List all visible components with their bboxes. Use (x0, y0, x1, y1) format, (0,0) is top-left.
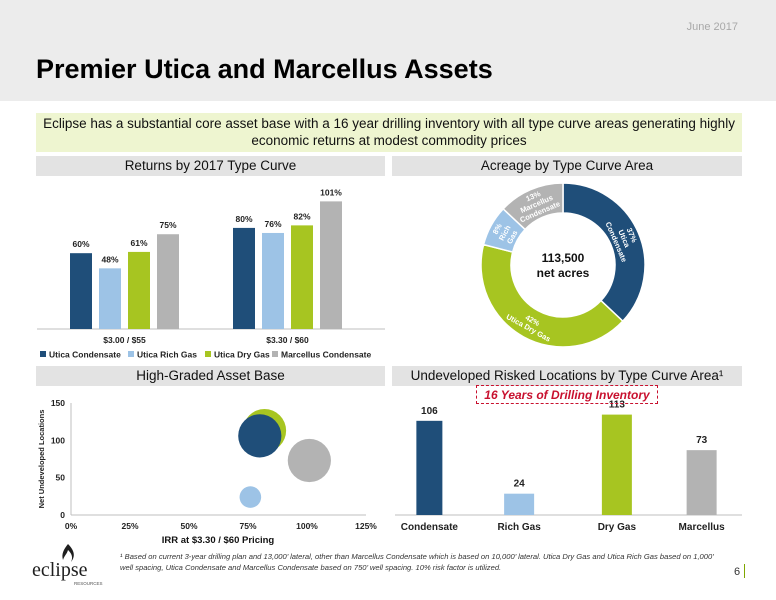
returns-bar (262, 232, 284, 329)
asset-x-tick-label: 50% (180, 521, 197, 531)
locations-data-label: 24 (514, 479, 526, 490)
asset-bubble (239, 486, 262, 508)
asset-y-axis-label: Net Undeveloped Locations (37, 410, 46, 509)
acreage-center-unit: net acres (537, 266, 590, 280)
asset-x-tick-label: 125% (355, 521, 377, 531)
acreage-center-value: 113,500 (542, 251, 585, 265)
returns-panel-title: Returns by 2017 Type Curve (36, 156, 385, 176)
returns-data-label: 76% (264, 219, 281, 229)
page-title: Premier Utica and Marcellus Assets (36, 54, 493, 84)
locations-data-label: 73 (696, 435, 708, 446)
returns-bar (99, 268, 121, 329)
returns-data-label: 80% (235, 214, 252, 224)
asset-base-panel-title: High-Graded Asset Base (36, 366, 385, 386)
returns-category-label: $3.00 / $55 (103, 335, 146, 345)
locations-panel-title: Undeveloped Risked Locations by Type Cur… (392, 366, 742, 386)
returns-bar (157, 234, 179, 329)
locations-category-label: Condensate (401, 522, 459, 533)
returns-legend-swatch (40, 351, 46, 357)
asset-x-tick-label: 100% (296, 521, 318, 531)
returns-data-label: 61% (130, 238, 147, 248)
summary-callout: Eclipse has a substantial core asset bas… (36, 113, 742, 152)
returns-bar (70, 253, 92, 329)
returns-legend-swatch (272, 351, 278, 357)
returns-bar (291, 225, 313, 329)
eclipse-logo: eclipse RESOURCES (32, 544, 103, 586)
locations-bar (601, 414, 632, 515)
asset-x-tick-label: 75% (239, 521, 256, 531)
acreage-panel-title: Acreage by Type Curve Area (392, 156, 742, 176)
asset-x-tick-label: 0% (65, 521, 78, 531)
returns-data-label: 48% (101, 254, 118, 264)
asset-x-axis-label: IRR at $3.30 / $60 Pricing (162, 535, 275, 546)
returns-legend-label: Marcellus Condensate (281, 350, 371, 360)
asset-y-tick-label: 100 (51, 435, 65, 445)
asset-y-tick-label: 50 (56, 473, 66, 483)
returns-legend-label: Utica Rich Gas (137, 350, 197, 360)
returns-data-label: 60% (72, 239, 89, 249)
returns-legend-swatch (128, 351, 134, 357)
header-band (0, 0, 776, 101)
locations-category-label: Dry Gas (598, 522, 637, 533)
returns-bar (233, 227, 255, 329)
returns-data-label: 75% (159, 220, 176, 230)
asset-y-tick-label: 0 (60, 510, 65, 520)
returns-data-label: 82% (293, 211, 310, 221)
returns-bar (128, 251, 150, 329)
asset-bubble (287, 438, 331, 483)
locations-bar (416, 420, 443, 515)
logo-wordmark: eclipse (32, 559, 88, 581)
asset-y-tick-label: 150 (51, 398, 65, 408)
acreage-slice (502, 182, 564, 231)
page-number: 6 (734, 566, 741, 578)
returns-legend-swatch (205, 351, 211, 357)
locations-category-label: Marcellus (679, 522, 726, 533)
report-date: June 2017 (686, 21, 738, 33)
returns-data-label: 101% (320, 187, 342, 197)
locations-bar (504, 493, 535, 515)
logo-subtitle: RESOURCES (74, 581, 103, 586)
asset-x-tick-label: 25% (121, 521, 138, 531)
acreage-slice (562, 182, 646, 323)
drilling-inventory-label: 16 Years of Drilling Inventory (476, 385, 658, 404)
acreage-slice (480, 243, 624, 348)
locations-category-label: Rich Gas (497, 522, 541, 533)
locations-bar (686, 450, 717, 515)
returns-legend-label: Utica Condensate (49, 350, 121, 360)
locations-data-label: 106 (421, 406, 438, 417)
asset-bubble (238, 414, 282, 458)
page-divider (744, 564, 745, 578)
returns-bar (320, 201, 342, 329)
locations-data-label: 113 (609, 400, 626, 411)
returns-category-label: $3.30 / $60 (266, 335, 309, 345)
footnote: ¹ Based on current 3-year drilling plan … (120, 552, 714, 572)
returns-legend-label: Utica Dry Gas (214, 350, 270, 360)
